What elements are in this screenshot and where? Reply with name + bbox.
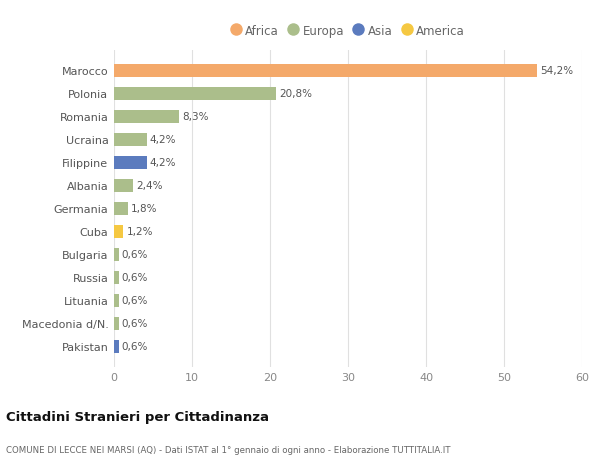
Bar xyxy=(114,134,147,146)
Bar xyxy=(114,225,124,238)
Text: 1,2%: 1,2% xyxy=(127,227,153,237)
Text: 4,2%: 4,2% xyxy=(150,158,176,168)
Text: 0,6%: 0,6% xyxy=(122,296,148,306)
Legend: Africa, Europa, Asia, America: Africa, Europa, Asia, America xyxy=(227,22,469,42)
Text: 2,4%: 2,4% xyxy=(136,181,163,191)
Bar xyxy=(114,271,119,284)
Text: 54,2%: 54,2% xyxy=(540,66,573,76)
Text: 8,3%: 8,3% xyxy=(182,112,208,122)
Bar xyxy=(114,179,133,192)
Text: 0,6%: 0,6% xyxy=(122,319,148,329)
Text: 20,8%: 20,8% xyxy=(280,89,313,99)
Text: Cittadini Stranieri per Cittadinanza: Cittadini Stranieri per Cittadinanza xyxy=(6,410,269,423)
Bar xyxy=(114,111,179,123)
Text: COMUNE DI LECCE NEI MARSI (AQ) - Dati ISTAT al 1° gennaio di ogni anno - Elabora: COMUNE DI LECCE NEI MARSI (AQ) - Dati IS… xyxy=(6,445,451,454)
Text: 4,2%: 4,2% xyxy=(150,135,176,145)
Bar xyxy=(114,248,119,261)
Text: 0,6%: 0,6% xyxy=(122,341,148,352)
Bar xyxy=(114,88,276,101)
Bar xyxy=(114,65,537,78)
Bar xyxy=(114,294,119,307)
Text: 1,8%: 1,8% xyxy=(131,204,158,214)
Bar xyxy=(114,157,147,169)
Bar xyxy=(114,202,128,215)
Bar xyxy=(114,317,119,330)
Bar xyxy=(114,340,119,353)
Text: 0,6%: 0,6% xyxy=(122,273,148,283)
Text: 0,6%: 0,6% xyxy=(122,250,148,260)
